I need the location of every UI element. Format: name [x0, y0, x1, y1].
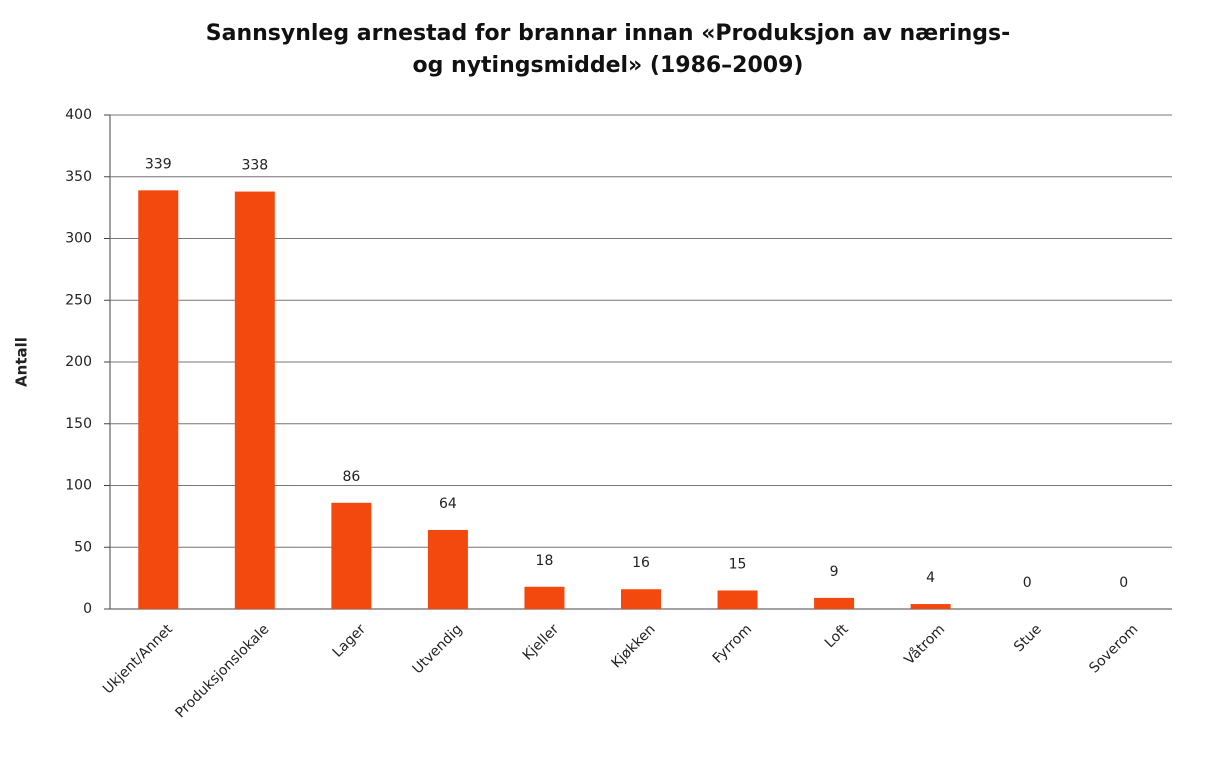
x-tick-label: Våtrom [901, 621, 949, 669]
bar [910, 604, 951, 609]
x-tick-label: Stue [1011, 621, 1045, 655]
x-tick-label: Soverom [1086, 621, 1141, 676]
chart-title: og nytingsmiddel» (1986–2009) [413, 53, 804, 78]
data-label: 16 [632, 555, 650, 571]
y-tick-label: 350 [65, 169, 92, 185]
bar [524, 586, 565, 609]
x-tick-label: Loft [822, 621, 852, 651]
bar [717, 590, 758, 609]
data-label: 86 [342, 469, 360, 485]
x-tick-label: Kjeller [520, 621, 562, 663]
data-label: 339 [145, 156, 172, 172]
y-tick-label: 300 [65, 231, 92, 247]
data-label: 0 [1023, 575, 1032, 591]
bar [234, 191, 275, 609]
chart-title: Sannsynleg arnestad for brannar innan «P… [206, 21, 1010, 46]
y-tick-label: 250 [65, 292, 92, 308]
data-label: 18 [536, 553, 554, 569]
bar [814, 597, 855, 609]
x-tick-label: Utvendig [410, 621, 466, 677]
y-tick-label: 100 [65, 478, 92, 494]
y-tick-label: 150 [65, 416, 92, 432]
bar [138, 190, 179, 609]
y-axis-label: Antall [13, 337, 31, 387]
bar [427, 529, 468, 609]
data-label: 9 [830, 564, 839, 580]
y-tick-label: 200 [65, 354, 92, 370]
y-tick-label: 400 [65, 107, 92, 123]
x-tick-label: Kjøkken [609, 621, 659, 671]
data-label: 0 [1119, 575, 1128, 591]
data-label: 338 [241, 158, 268, 174]
x-tick-label: Lager [330, 621, 370, 661]
data-label: 64 [439, 496, 457, 512]
x-tick-label: Fyrrom [710, 621, 755, 666]
bar [621, 589, 661, 609]
x-tick-label: Ukjent/Annet [100, 621, 176, 697]
data-label: 4 [926, 570, 935, 586]
bar [331, 502, 372, 609]
data-label: 15 [729, 556, 747, 572]
y-tick-label: 50 [74, 539, 92, 555]
y-tick-label: 0 [83, 601, 92, 617]
x-tick-label: Produksjonslokale [172, 621, 272, 721]
